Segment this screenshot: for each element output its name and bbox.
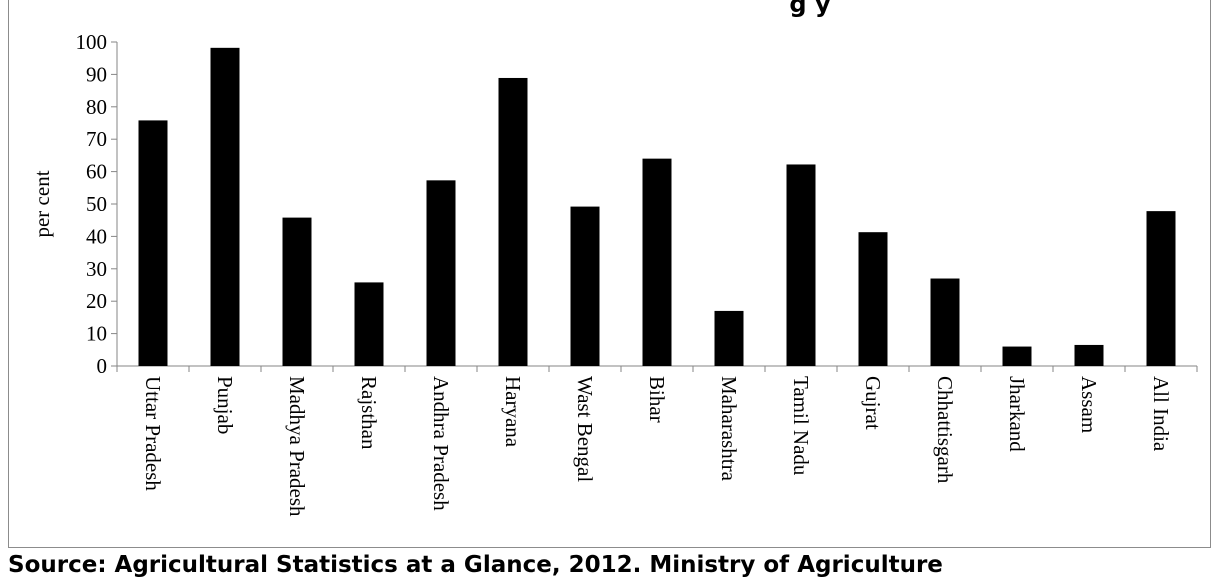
bar xyxy=(282,217,312,366)
bar xyxy=(498,77,528,367)
x-tick-label: Rajsthan xyxy=(357,376,381,450)
bar-chart: g y 0 10 20 30 40 50 60 70 80 90 100 per cent Uttar P… xyxy=(30,0,1198,517)
x-tick-label: Andhra Pradesh xyxy=(429,376,453,511)
x-tick-label: Madhya Pradesh xyxy=(285,376,309,517)
source-note: Source: Agricultural Statistics at a Gla… xyxy=(8,552,943,578)
x-tick-label: Chhattisgarh xyxy=(933,376,957,484)
bar xyxy=(354,282,384,366)
x-tick-label: Maharashtra xyxy=(717,376,741,482)
bar xyxy=(786,164,816,366)
bar xyxy=(426,180,456,366)
x-tick-label: Tamil Nadu xyxy=(789,376,813,476)
bar xyxy=(642,158,672,366)
x-tick-label: Gujrat xyxy=(861,376,885,430)
x-tick-label: All India xyxy=(1149,376,1173,452)
bar xyxy=(1146,211,1176,366)
x-tick-label: Assam xyxy=(1077,376,1101,433)
bar xyxy=(930,278,960,366)
bar xyxy=(714,310,744,366)
x-tick-label: Punjab xyxy=(213,376,237,434)
y-tick-label: 100 xyxy=(76,30,108,54)
y-tick-label: 20 xyxy=(86,289,107,313)
x-tick-label: Bihar xyxy=(645,376,669,423)
bar xyxy=(858,232,888,366)
y-tick-label: 50 xyxy=(86,192,107,216)
y-tick-label: 80 xyxy=(86,95,107,119)
chart-frame xyxy=(8,0,1211,548)
y-axis-label: per cent xyxy=(30,170,54,237)
y-tick-label: 60 xyxy=(86,160,107,184)
x-tick-label: Jharkand xyxy=(1005,376,1029,452)
x-tick-label: Uttar Pradesh xyxy=(141,376,165,491)
bar xyxy=(1002,346,1032,366)
x-tick-label: Haryana xyxy=(501,376,525,448)
y-tick-label: 30 xyxy=(86,257,107,281)
x-tick-label: Wast Bengal xyxy=(573,376,597,482)
bar xyxy=(138,120,168,367)
y-tick-label: 10 xyxy=(86,322,107,346)
bar xyxy=(210,47,240,366)
chart-title: g y xyxy=(789,0,831,18)
y-tick-label: 70 xyxy=(86,127,107,151)
y-tick-label: 0 xyxy=(97,354,108,378)
y-tick-label: 40 xyxy=(86,224,107,248)
bar xyxy=(1074,344,1104,366)
y-tick-label: 90 xyxy=(86,62,107,86)
bar xyxy=(570,206,600,366)
